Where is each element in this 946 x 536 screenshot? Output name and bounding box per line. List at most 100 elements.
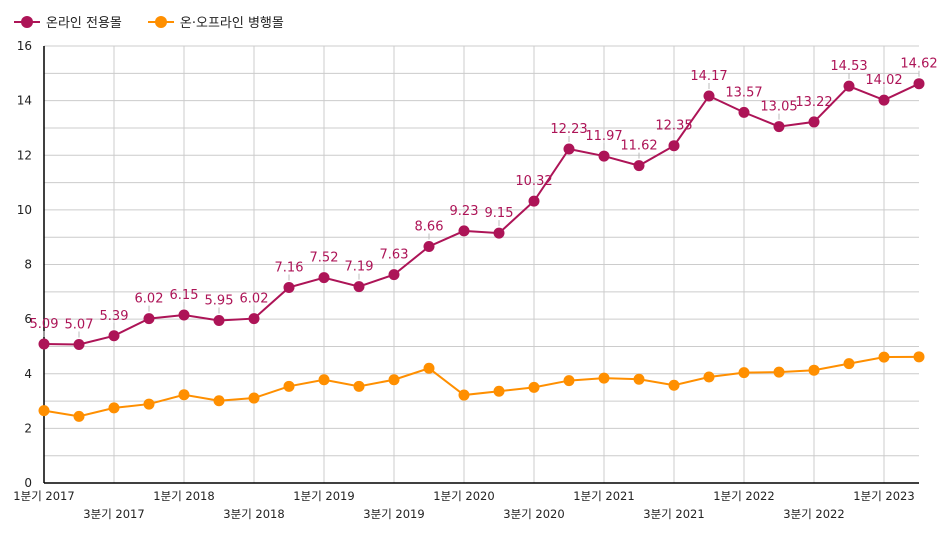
legend: 온라인 전용몰 온·오프라인 병행몰 — [14, 12, 310, 31]
data-point — [248, 392, 260, 404]
data-label: 11.62 — [620, 139, 657, 154]
data-point — [318, 272, 330, 284]
data-point — [563, 375, 575, 387]
data-label: 13.05 — [760, 100, 797, 115]
data-point — [108, 402, 120, 414]
data-label: 7.19 — [345, 260, 374, 275]
data-point — [773, 366, 785, 378]
data-point — [808, 116, 820, 128]
data-point — [458, 225, 470, 237]
legend-item-omni[interactable]: 온·오프라인 병행몰 — [147, 12, 284, 31]
data-point — [213, 314, 225, 326]
data-label: 12.35 — [655, 119, 692, 134]
data-label: 14.53 — [830, 59, 867, 74]
x-tick-label: 3분기 2021 — [643, 507, 704, 521]
data-label: 13.57 — [725, 85, 762, 100]
data-point — [38, 338, 50, 350]
data-point — [528, 195, 540, 207]
data-point — [913, 78, 925, 90]
y-tick-label: 0 — [24, 476, 32, 490]
x-tick-label: 1분기 2018 — [153, 489, 214, 503]
x-tick-label: 1분기 2017 — [13, 489, 74, 503]
data-point — [598, 372, 610, 384]
y-tick-label: 10 — [17, 203, 32, 217]
data-label: 7.52 — [310, 251, 339, 266]
data-point — [423, 362, 435, 374]
data-point — [178, 309, 190, 321]
data-point — [423, 240, 435, 252]
data-label: 12.23 — [550, 122, 587, 137]
data-label: 6.15 — [170, 288, 199, 303]
data-point — [458, 389, 470, 401]
data-label: 9.15 — [485, 206, 514, 221]
data-point — [633, 160, 645, 172]
y-tick-label: 12 — [17, 148, 32, 162]
data-point — [248, 313, 260, 325]
x-tick-label: 3분기 2022 — [783, 507, 844, 521]
x-tick-label: 1분기 2021 — [573, 489, 634, 503]
y-tick-label: 6 — [24, 312, 32, 326]
y-tick-label: 14 — [17, 94, 32, 108]
data-point — [283, 380, 295, 392]
legend-label: 온라인 전용몰 — [46, 16, 122, 31]
data-label: 6.02 — [240, 292, 269, 307]
data-point — [913, 351, 925, 363]
data-point — [38, 405, 50, 417]
data-label: 14.02 — [865, 73, 902, 88]
data-point — [213, 395, 225, 407]
data-label: 7.63 — [380, 248, 409, 263]
data-point — [143, 398, 155, 410]
grid — [44, 45, 919, 483]
legend-marker-icon — [14, 15, 40, 28]
data-point — [73, 410, 85, 422]
data-point — [143, 313, 155, 325]
x-tick-label: 1분기 2023 — [853, 489, 914, 503]
series-line — [43, 82, 920, 346]
data-labels: 5.09 5.07 5.39 6.02 6.15 5.95 6.02 7.16 7.52 7.19… — [30, 57, 938, 338]
legend-label: 온·오프라인 병행몰 — [179, 16, 284, 31]
data-point — [388, 269, 400, 281]
data-point — [738, 106, 750, 118]
data-point — [668, 140, 680, 152]
data-point — [283, 281, 295, 293]
y-tick-label: 4 — [24, 367, 32, 381]
data-point — [73, 339, 85, 351]
data-point — [878, 351, 890, 363]
data-label: 5.09 — [30, 317, 59, 332]
data-label: 11.97 — [585, 129, 622, 144]
data-point — [878, 94, 890, 106]
data-label: 5.39 — [100, 309, 129, 324]
data-point — [633, 373, 645, 385]
data-point — [493, 385, 505, 397]
data-point — [388, 374, 400, 386]
series — [38, 78, 925, 422]
data-point — [843, 358, 855, 370]
data-label: 14.62 — [900, 57, 937, 72]
data-point — [353, 380, 365, 392]
y-tick-label: 8 — [24, 258, 32, 272]
data-label: 5.95 — [205, 293, 234, 308]
x-tick-label: 3분기 2017 — [83, 507, 144, 521]
x-tick-label: 3분기 2019 — [363, 507, 424, 521]
data-label: 5.07 — [65, 318, 94, 333]
axes: 0 2 4 6 8 10 12 14 16 1분기 2017 3분기 2017 1분기 2018 3분기… — [13, 39, 919, 521]
data-label: 10.32 — [515, 174, 552, 189]
data-point — [808, 364, 820, 376]
x-tick-label: 1분기 2020 — [433, 489, 494, 503]
data-point — [738, 367, 750, 379]
data-point — [703, 371, 715, 383]
data-label: 8.66 — [415, 219, 444, 234]
data-point — [563, 143, 575, 155]
data-point — [528, 381, 540, 393]
data-point — [493, 227, 505, 239]
data-label: 14.17 — [690, 69, 727, 84]
data-label: 9.23 — [450, 204, 479, 219]
x-tick-label: 1분기 2019 — [293, 489, 354, 503]
data-label: 13.22 — [795, 95, 832, 110]
y-tick-label: 16 — [17, 39, 32, 53]
legend-marker-icon — [147, 15, 174, 28]
data-point — [668, 379, 680, 391]
series-line — [43, 355, 920, 418]
legend-item-online[interactable]: 온라인 전용몰 — [14, 12, 122, 31]
